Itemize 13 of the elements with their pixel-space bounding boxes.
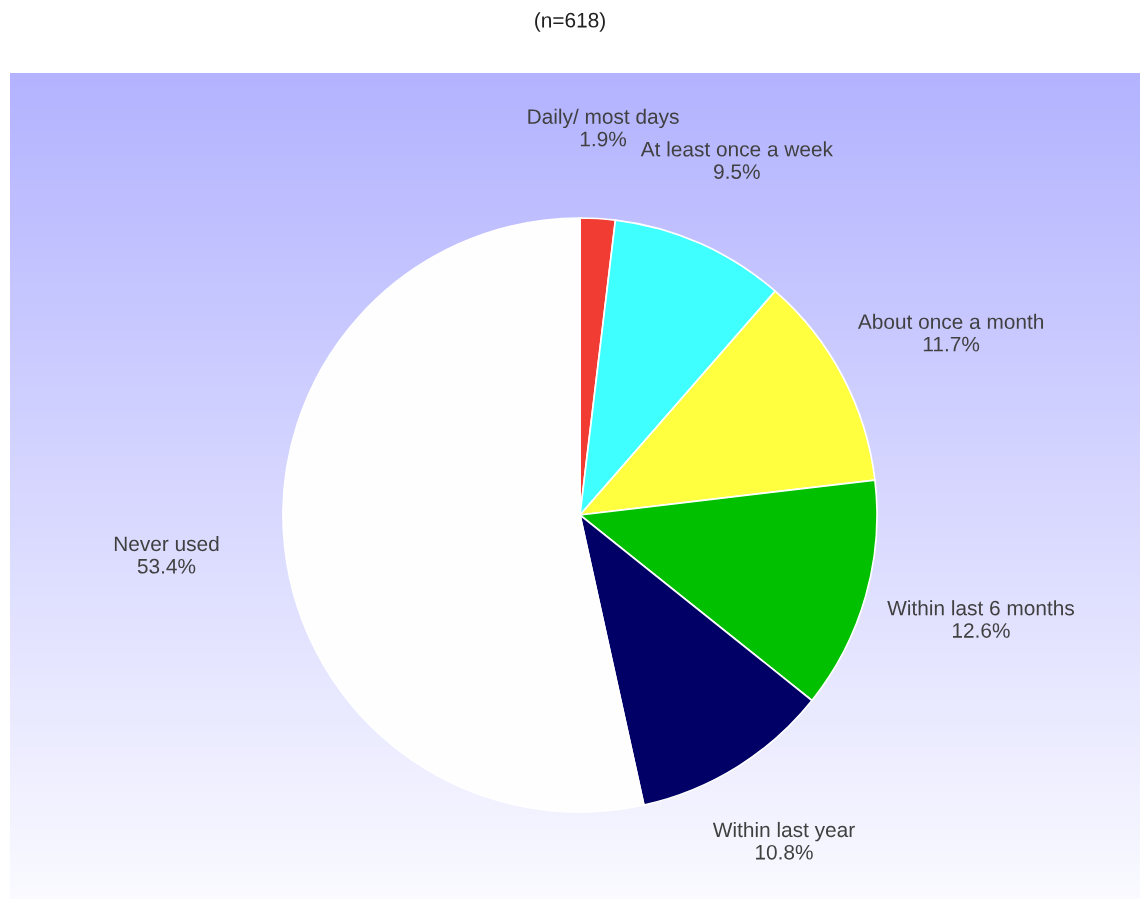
data-label: 1.9% bbox=[580, 131, 627, 147]
slice-label: Within last 6 months bbox=[887, 600, 1074, 616]
slice-label: Daily/ most days bbox=[528, 108, 679, 129]
chart-title: (n=618) bbox=[535, 12, 605, 32]
data-label: 10.8% bbox=[756, 844, 813, 860]
data-label: 53.4% bbox=[137, 558, 196, 574]
data-label: 9.5% bbox=[714, 164, 760, 179]
data-label: 12.6% bbox=[953, 623, 1010, 638]
slice-label: About once a month bbox=[857, 313, 1044, 330]
slice-label: Never used bbox=[114, 535, 219, 552]
data-label: 11.7% bbox=[923, 336, 980, 352]
slice-label: At least once a week bbox=[640, 141, 833, 157]
slice-label: Within last year bbox=[712, 821, 855, 842]
